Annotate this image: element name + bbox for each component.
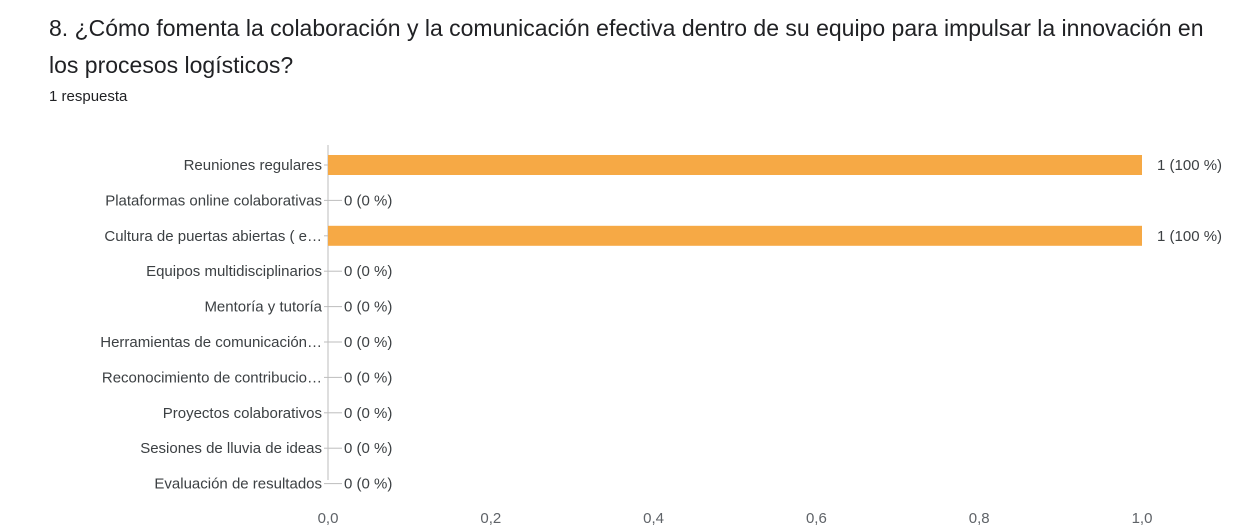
- question-title: 8. ¿Cómo fomenta la colaboración y la co…: [49, 15, 1204, 78]
- category-label: Equipos multidisciplinarios: [146, 263, 322, 280]
- x-tick-label: 0,4: [643, 510, 664, 527]
- category-label: Mentoría y tutoría: [204, 299, 322, 316]
- data-label: 0 (0 %): [344, 476, 392, 493]
- x-tick-label: 0,6: [806, 510, 827, 527]
- x-tick-label: 0,8: [969, 510, 990, 527]
- data-label: 0 (0 %): [344, 263, 392, 280]
- data-label: 0 (0 %): [344, 369, 392, 386]
- category-label: Reconocimiento de contribucio…: [102, 369, 322, 386]
- category-label: Sesiones de lluvia de ideas: [140, 440, 322, 457]
- data-label: 0 (0 %): [344, 192, 392, 209]
- data-label: 0 (0 %): [344, 299, 392, 316]
- x-tick-label: 0,2: [480, 510, 501, 527]
- category-label: Evaluación de resultados: [154, 476, 322, 493]
- bar: [328, 155, 1142, 175]
- x-tick-label: 0,0: [318, 510, 339, 527]
- category-label: Cultura de puertas abiertas ( e…: [104, 228, 322, 245]
- category-label: Plataformas online colaborativas: [105, 192, 322, 209]
- response-count: 1 respuesta: [49, 88, 128, 105]
- x-tick-label: 1,0: [1132, 510, 1153, 527]
- data-label: 0 (0 %): [344, 405, 392, 422]
- category-label: Proyectos colaborativos: [163, 405, 322, 422]
- bar: [328, 225, 1142, 246]
- data-label: 1 (100 %): [1157, 157, 1222, 174]
- data-label: 0 (0 %): [344, 440, 392, 457]
- category-label: Reuniones regulares: [184, 157, 322, 174]
- category-label: Herramientas de comunicación…: [100, 334, 322, 351]
- data-label: 0 (0 %): [344, 334, 392, 351]
- data-label: 1 (100 %): [1157, 228, 1222, 245]
